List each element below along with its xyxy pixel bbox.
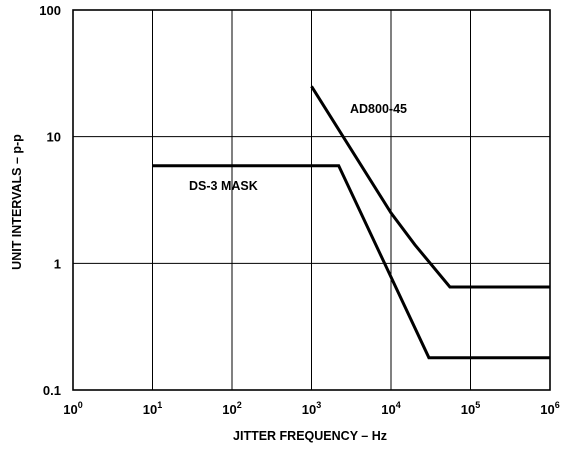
x-tick-label: 105 [461,400,480,417]
x-tick-label: 102 [222,400,241,417]
series-label-ds-3-mask: DS-3 MASK [189,179,258,193]
x-axis-title: JITTER FREQUENCY – Hz [233,429,387,443]
x-tick-labels: 100 101 102 103 104 105 106 [63,400,559,417]
y-tick-label: 0.1 [43,383,61,398]
y-tick-label: 1 [54,256,61,271]
y-tick-label: 100 [39,3,61,18]
series-line-ds-3-mask [152,164,550,360]
grid-lines [72,9,551,391]
series-line-ad800-45 [310,85,550,289]
series-lines [152,85,550,360]
x-tick-label: 104 [381,400,400,417]
y-tick-label: 10 [47,130,61,145]
y-axis-title: UNIT INTERVALS – p-p [10,134,24,270]
plot-frame [72,9,551,391]
x-tick-label: 106 [540,400,559,417]
x-tick-label: 101 [143,400,162,417]
x-tick-label: 103 [302,400,321,417]
series-label-ad800-45: AD800-45 [350,102,407,116]
y-tick-labels: 0.1 1 10 100 [39,3,61,398]
x-tick-label: 100 [63,400,82,417]
